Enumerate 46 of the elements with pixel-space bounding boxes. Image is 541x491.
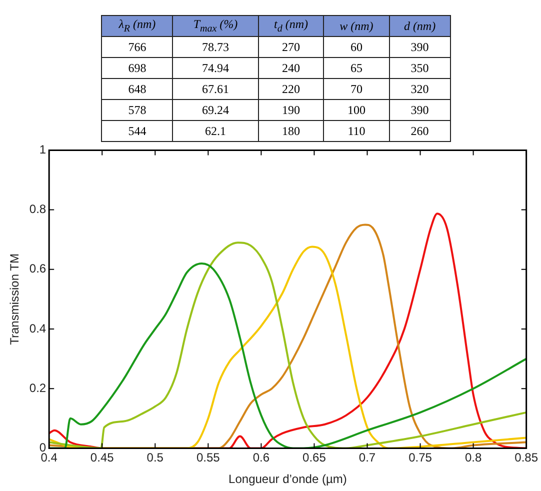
text: 260 xyxy=(389,120,450,142)
text: 766 xyxy=(102,36,173,58)
y-tick-label: 0.2 xyxy=(29,380,46,395)
text: 648 xyxy=(102,78,173,100)
x-tick-label: 0.6 xyxy=(252,450,270,465)
text: w (nm) xyxy=(324,16,390,36)
text: 390 xyxy=(389,36,450,58)
text: 578 xyxy=(102,100,173,120)
x-tick-label: 0.5 xyxy=(146,450,164,465)
text: 220 xyxy=(258,78,324,100)
text: 698 xyxy=(102,58,173,78)
y-tick-label: 0.8 xyxy=(29,202,46,216)
x-tick-label: 0.65 xyxy=(302,450,326,465)
y-axis-title: Transmission TM xyxy=(8,254,22,345)
text: d (nm) xyxy=(389,16,450,36)
text: 240 xyxy=(258,58,324,78)
text: 67.61 xyxy=(172,78,258,100)
text: 69.24 xyxy=(172,100,258,120)
text: 78.73 xyxy=(172,36,258,58)
x-tick-label: 0.7 xyxy=(358,450,376,465)
text: T$_{max}$ (%) xyxy=(172,16,258,36)
text: 60 xyxy=(324,36,390,58)
text: 390 xyxy=(389,100,450,120)
y-tick-label: 0.4 xyxy=(29,321,46,336)
text: λ$_{R}$ (nm) xyxy=(102,16,173,36)
text: 70 xyxy=(324,78,390,100)
text: 350 xyxy=(389,58,450,78)
text: 320 xyxy=(389,78,450,100)
x-tick-label: 0.8 xyxy=(464,450,482,465)
x-tick-label: 0.75 xyxy=(408,450,432,465)
text: t$_{d}$ (nm) xyxy=(258,16,324,36)
text: 74.94 xyxy=(172,58,258,78)
x-tick-label: 0.55 xyxy=(196,450,220,465)
x-tick-label: 0.85 xyxy=(514,450,538,465)
text: 110 xyxy=(324,120,390,142)
x-axis-title: Longueur d’onde (µm) xyxy=(228,472,347,486)
y-tick-label: 1 xyxy=(39,142,46,157)
text: 190 xyxy=(258,100,324,120)
text: 180 xyxy=(258,120,324,142)
x-tick-label: 0.45 xyxy=(90,450,114,465)
text: 270 xyxy=(258,36,324,58)
text: 65 xyxy=(324,58,390,78)
text: 100 xyxy=(324,100,390,120)
text: 62.1 xyxy=(172,120,258,142)
text: 544 xyxy=(102,120,173,142)
y-tick-label: 0.6 xyxy=(29,262,46,276)
